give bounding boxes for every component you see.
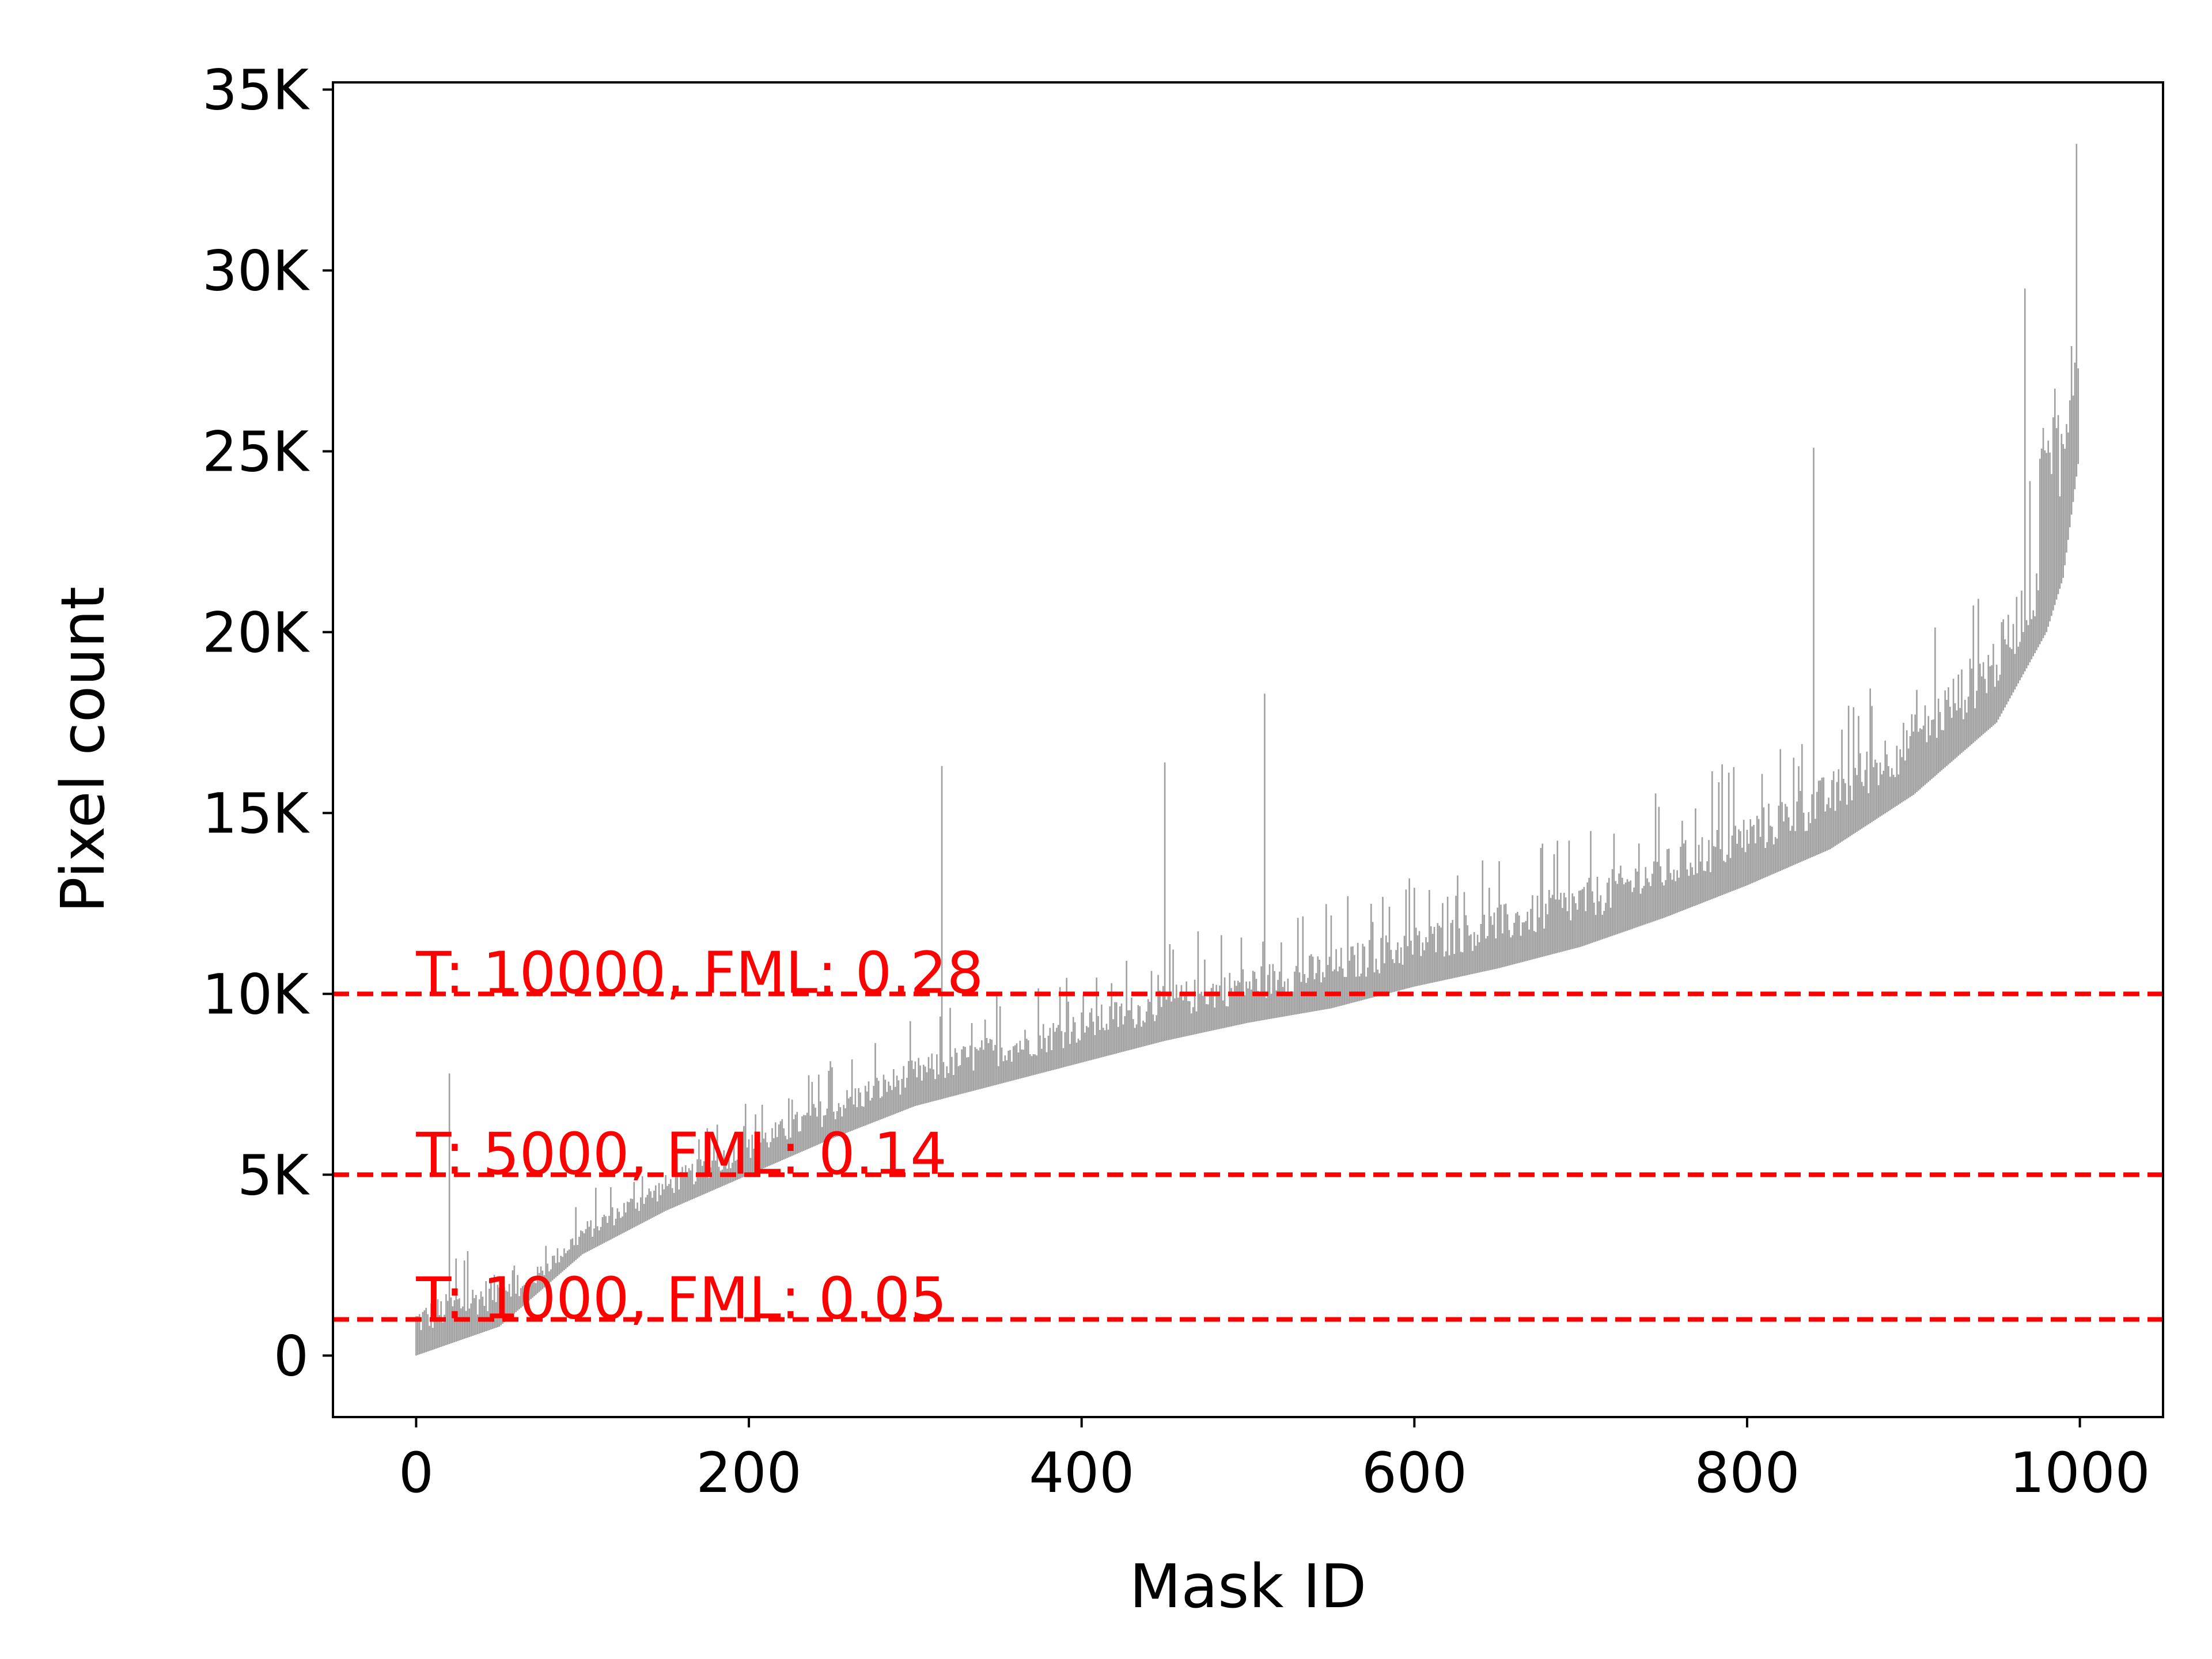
x-tick-label: 800 [1694,1441,1800,1505]
x-tick-label: 1000 [2009,1441,2150,1505]
y-axis-ticks: 0 5K 10K 15K 20K 25K 30K 35K [202,58,333,1388]
plot-frame [332,81,2164,1418]
x-tick-label: 600 [1362,1441,1467,1505]
x-axis-label: Mask ID [1130,1551,1367,1622]
y-tick-label: 30K [202,239,310,304]
y-tick-label: 5K [237,1143,310,1207]
threshold-lines-group: T: 10000, FML: 0.28 T: 5000, FML: 0.14 T: … [333,939,2163,1332]
y-axis-label: Pixel count [48,586,118,913]
x-tick-label: 400 [1029,1441,1134,1505]
y-tick-label: 10K [202,962,310,1027]
threshold-label: T: 5000, FML: 0.14 [415,1120,946,1187]
x-tick-label: 200 [696,1441,801,1505]
y-tick-label: 20K [202,600,310,665]
threshold-label: T: 1000, FML: 0.05 [415,1264,946,1332]
x-tick-label: 0 [399,1441,434,1505]
y-tick-label: 35K [202,58,310,123]
threshold-label: T: 10000, FML: 0.28 [415,939,983,1006]
y-tick-label: 0 [274,1324,309,1388]
y-tick-label: 25K [202,419,310,484]
y-tick-label: 15K [202,781,310,846]
x-axis-ticks: 0 200 400 600 800 1000 [399,1417,2150,1505]
